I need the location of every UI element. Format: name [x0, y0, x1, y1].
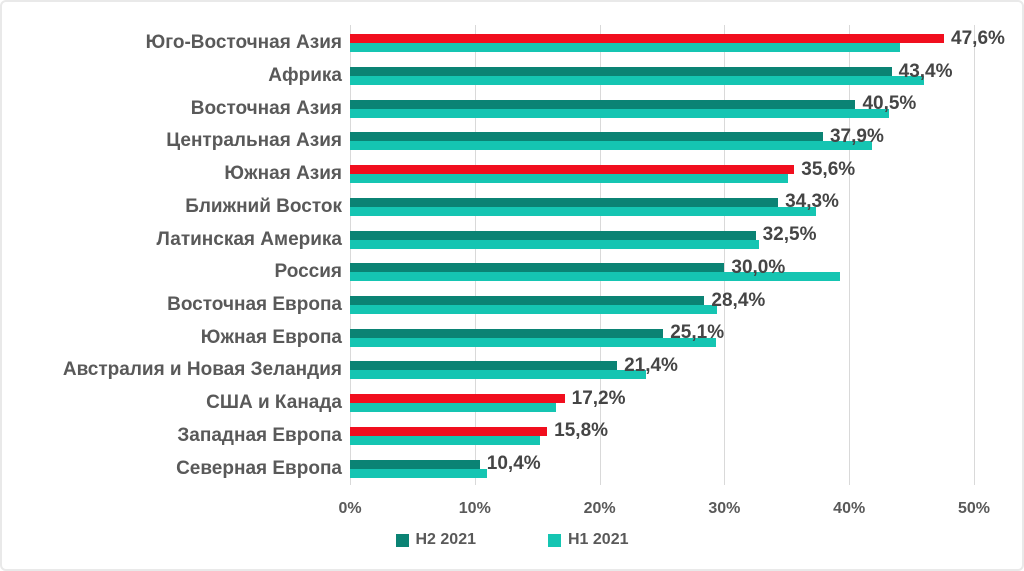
value-label: 25,1%: [670, 322, 725, 344]
gridline-10%: [474, 25, 476, 485]
bar-h1-2021: [350, 435, 540, 445]
bar-h2-2021: [350, 67, 892, 76]
category-label: Южная Азия: [224, 163, 342, 185]
bar-h1-2021: [350, 76, 925, 85]
value-label: 34,3%: [785, 191, 839, 213]
category-label: Западная Европа: [177, 424, 342, 446]
category-label: Восточная Азия: [190, 97, 342, 119]
bar-h2-2021: [350, 165, 795, 175]
bar-h1-2021: [350, 141, 872, 151]
gridline-30%: [724, 25, 726, 485]
bar-h2-2021: [350, 132, 823, 142]
bar-h2-2021: [350, 394, 565, 404]
value-label: 43,4%: [898, 60, 953, 82]
category-label: Россия: [274, 261, 342, 283]
bar-h2-2021: [350, 263, 725, 273]
value-label: 37,9%: [829, 125, 884, 147]
bar-h1-2021: [350, 468, 488, 478]
category-label: Южная Европа: [200, 326, 342, 348]
bar-h2-2021: [350, 34, 945, 44]
bar-h2-2021: [350, 459, 480, 469]
value-label: 15,8%: [554, 420, 609, 442]
bar-h1-2021: [350, 43, 901, 53]
legend-item-h1-2021: H1 2021: [548, 531, 629, 549]
category-label: Северная Европа: [176, 457, 342, 479]
bar-h2-2021: [350, 99, 856, 109]
bar-h1-2021: [350, 206, 816, 216]
category-label: Ближний Восток: [185, 195, 342, 217]
value-label: 40,5%: [862, 93, 917, 115]
value-label: 35,6%: [801, 158, 856, 180]
bar-h1-2021: [350, 239, 760, 249]
x-axis-tick-label: 50%: [957, 500, 991, 517]
category-label: Восточная Европа: [167, 294, 342, 315]
x-axis-tick-label: 10%: [458, 500, 491, 517]
legend-label: H1 2021: [568, 531, 629, 548]
legend-swatch: [548, 533, 561, 547]
bar-h1-2021: [350, 370, 646, 380]
x-axis-tick-label: 0%: [338, 500, 362, 517]
bar-h2-2021: [350, 230, 756, 240]
value-label: 17,2%: [571, 387, 626, 409]
gridline-20%: [599, 25, 601, 485]
bar-h1-2021: [350, 403, 556, 413]
bar-h1-2021: [350, 108, 890, 118]
bar-h2-2021: [350, 426, 548, 436]
category-label: Австралия и Новая Зеландия: [62, 359, 342, 381]
bar-h2-2021: [350, 197, 779, 207]
bar-h2-2021: [350, 296, 705, 305]
value-label: 28,4%: [711, 289, 766, 311]
category-label: США и Канада: [206, 392, 342, 414]
value-label: 10,4%: [486, 453, 541, 475]
legend: H2 2021 H1 2021: [2, 531, 1022, 549]
bar-h1-2021: [350, 174, 789, 184]
gridline-50%: [974, 25, 975, 485]
bar-h1-2021: [350, 337, 716, 347]
bar-h1-2021: [350, 272, 841, 282]
x-axis-tick-label: 20%: [583, 500, 616, 517]
gridline-0%: [350, 25, 351, 485]
value-label: 21,4%: [624, 354, 678, 376]
value-label: 32,5%: [762, 224, 817, 246]
category-label: Африка: [268, 65, 342, 86]
category-label: Латинская Америка: [156, 228, 342, 250]
gridline-40%: [849, 25, 851, 485]
x-axis-tick-label: 30%: [708, 500, 741, 517]
bar-h2-2021: [350, 361, 618, 371]
x-axis-tick-label: 40%: [833, 500, 866, 517]
value-label: 47,6%: [951, 27, 1005, 49]
value-label: 30,0%: [731, 256, 786, 278]
legend-swatch: [395, 533, 409, 547]
legend-label: H2 2021: [415, 531, 477, 548]
legend-item-h2-2021: H2 2021: [395, 531, 477, 549]
category-label: Центральная Азия: [166, 130, 342, 152]
plot-area: 47,6% 43,4% 40,5% 37,9% 35,6% 34,3% 32,5% 30,0%…: [350, 25, 1014, 485]
bar-h2-2021: [350, 328, 664, 338]
category-label: Юго-Восточная Азия: [145, 32, 342, 54]
bar-h1-2021: [350, 305, 717, 314]
